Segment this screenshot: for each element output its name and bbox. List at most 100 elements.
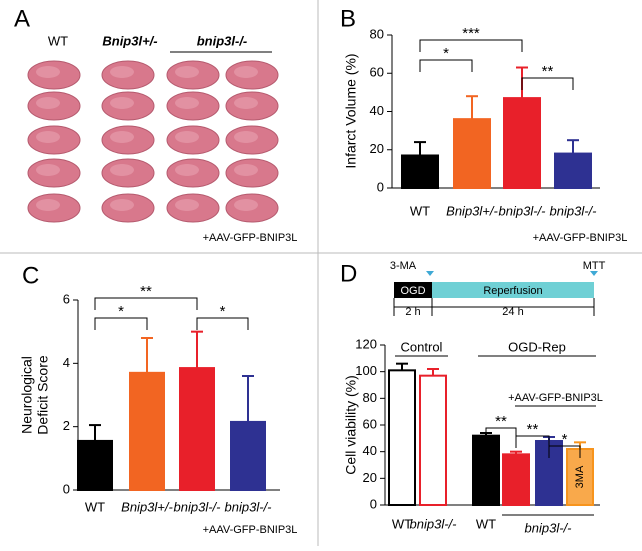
duration: 24 h xyxy=(502,306,523,318)
sig-label: * xyxy=(562,431,568,448)
brain-highlight xyxy=(36,66,60,78)
bar xyxy=(453,118,491,189)
sig-bracket xyxy=(521,77,574,90)
panel-letter: A xyxy=(14,5,30,32)
bar xyxy=(554,152,592,189)
brain-highlight xyxy=(234,131,258,143)
brain-highlight xyxy=(110,97,134,109)
y-tick-label: 0 xyxy=(370,496,377,511)
brain-highlight xyxy=(234,97,258,109)
y-tick-label: 0 xyxy=(377,179,384,194)
y-tick-label: 4 xyxy=(63,355,70,370)
y-tick-label: 40 xyxy=(370,103,384,118)
brain-highlight xyxy=(175,131,199,143)
sig-bracket xyxy=(94,317,148,330)
brain-highlight xyxy=(36,131,60,143)
y-tick-label: 60 xyxy=(363,416,377,431)
bar-inner-label: 3MA xyxy=(574,465,586,488)
brain-highlight xyxy=(36,164,60,176)
sig-label: * xyxy=(220,303,226,320)
brain-highlight xyxy=(234,164,258,176)
column-label: Bnip3l+/- xyxy=(102,33,157,48)
y-tick-label: 6 xyxy=(63,291,70,306)
x-tick-label: WT xyxy=(476,516,496,531)
bar xyxy=(503,97,541,189)
marker-label: MTT xyxy=(583,260,606,272)
brain-highlight xyxy=(175,199,199,211)
bar xyxy=(179,367,215,492)
sig-label: ** xyxy=(140,283,152,300)
bar xyxy=(401,154,439,190)
panel-letter: B xyxy=(340,5,356,32)
phase-label: OGD xyxy=(400,285,425,297)
y-tick-label: 100 xyxy=(355,363,377,378)
timeline: 3-MA MTT OGD Reperfusion 2 h 24 h xyxy=(390,260,606,318)
panel-letter: D xyxy=(340,260,357,287)
y-tick-label: 20 xyxy=(370,141,384,156)
y-tick-label: 60 xyxy=(370,65,384,80)
bar xyxy=(77,439,113,491)
y-axis-label: Neurological xyxy=(19,356,35,434)
brain-highlight xyxy=(234,199,258,211)
x-tick-label: bnip3l-/- xyxy=(550,203,598,218)
marker-arrow xyxy=(426,271,598,276)
group-label: Control xyxy=(401,339,443,354)
bar xyxy=(419,374,447,506)
y-tick-label: 2 xyxy=(63,418,70,433)
bar xyxy=(388,369,416,507)
x-tick-label: WT xyxy=(410,203,430,218)
brain-highlight xyxy=(36,199,60,211)
brain-highlight xyxy=(175,97,199,109)
duration: 2 h xyxy=(405,306,420,318)
sig-label: ** xyxy=(495,413,507,430)
y-axis-label: Deficit Score xyxy=(35,355,51,435)
y-tick-label: 20 xyxy=(363,470,377,485)
sig-label: ** xyxy=(542,63,554,80)
sig-label: * xyxy=(443,45,449,62)
group-label: +AAV-GFP-BNIP3L xyxy=(508,392,603,404)
group-label: OGD-Rep xyxy=(508,339,566,354)
y-tick-label: 40 xyxy=(363,443,377,458)
sig-bracket xyxy=(94,297,198,310)
panel-a: A WT Bnip3l+/- bnip3l-/- +AAV-GFP-BNIP3L xyxy=(14,5,297,244)
y-axis-label: Infarct Volume (%) xyxy=(343,53,359,168)
x-tick-label: Bnip3l+/- xyxy=(121,499,173,514)
brain-highlight xyxy=(110,164,134,176)
group-label: bnip3l-/- xyxy=(525,520,573,535)
brain-highlight xyxy=(234,66,258,78)
phase-label: Reperfusion xyxy=(483,285,542,297)
sig-bracket xyxy=(196,317,249,330)
column-label: bnip3l-/- xyxy=(197,33,248,48)
bar xyxy=(472,434,500,506)
note: +AAV-GFP-BNIP3L xyxy=(203,524,298,536)
timeline-axis xyxy=(393,298,595,316)
y-tick-label: 120 xyxy=(355,336,377,351)
marker-label: 3-MA xyxy=(390,260,417,272)
x-tick-label: WT xyxy=(392,516,412,531)
sig-label: *** xyxy=(462,25,480,42)
x-tick-label: bnip3l-/- xyxy=(174,499,222,514)
brain-highlight xyxy=(110,199,134,211)
sig-label: ** xyxy=(527,421,539,438)
note: +AAV-GFP-BNIP3L xyxy=(203,232,298,244)
sig-bracket xyxy=(548,445,581,458)
brain-highlight xyxy=(110,131,134,143)
panel-letter: C xyxy=(22,262,39,289)
phase-box xyxy=(432,282,594,298)
bar xyxy=(129,371,165,492)
brain-highlight xyxy=(36,97,60,109)
sig-bracket xyxy=(419,59,473,72)
column-label: WT xyxy=(48,33,68,48)
x-tick-label: WT xyxy=(85,499,105,514)
sig-bracket xyxy=(515,435,550,448)
brain-highlight xyxy=(175,66,199,78)
sig-bracket xyxy=(419,39,523,52)
sig-bracket xyxy=(485,427,517,440)
sig-label: * xyxy=(118,303,124,320)
y-tick-label: 0 xyxy=(63,481,70,496)
brain-highlight xyxy=(175,164,199,176)
note: +AAV-GFP-BNIP3L xyxy=(533,232,628,244)
brain-highlight xyxy=(110,66,134,78)
y-axis-label: Cell viability (%) xyxy=(343,375,359,475)
